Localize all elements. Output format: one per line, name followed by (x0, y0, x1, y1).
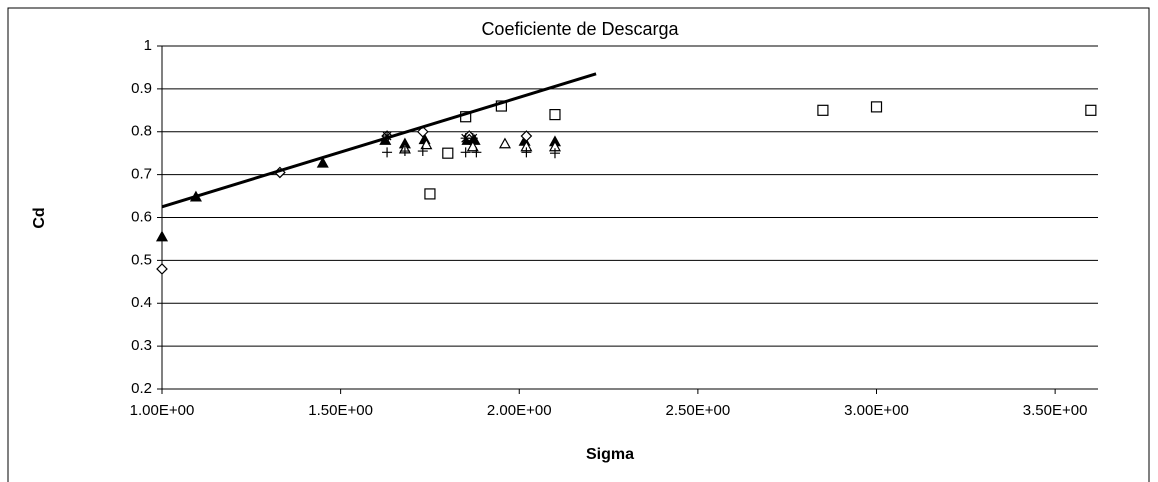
marker (424, 188, 436, 200)
chart-title: Coeficiente de Descarga (481, 19, 679, 39)
marker (549, 148, 560, 159)
x-tick-label: 3.50E+00 (1023, 402, 1088, 419)
marker (549, 108, 561, 121)
y-axis-label: Cd (31, 207, 48, 228)
marker (467, 133, 478, 144)
x-tick-label: 1.00E+00 (130, 402, 195, 419)
y-tick-label: 1 (144, 37, 152, 54)
y-tick-label: 0.3 (131, 337, 152, 354)
y-tick-label: 0.6 (131, 208, 152, 225)
marker (155, 230, 169, 242)
y-tick-label: 0.4 (131, 294, 152, 311)
y-tick-label: 0.7 (131, 166, 152, 183)
marker (870, 101, 883, 113)
marker (316, 156, 329, 168)
marker (442, 147, 454, 159)
marker (817, 104, 829, 116)
y-tick-label: 0.2 (131, 380, 152, 397)
marker (1085, 104, 1097, 116)
marker (417, 146, 428, 157)
marker (471, 147, 482, 158)
marker (460, 133, 471, 144)
x-tick-label: 1.50E+00 (308, 402, 373, 419)
marker (382, 131, 393, 142)
x-axis-label: Sigma (586, 446, 634, 463)
marker (420, 138, 433, 150)
x-tick-label: 2.00E+00 (487, 402, 552, 419)
trend-line (161, 72, 597, 209)
marker (466, 140, 479, 152)
marker (495, 100, 507, 112)
marker (498, 137, 511, 149)
x-tick-label: 3.00E+00 (844, 402, 909, 419)
chart-frame (7, 7, 1150, 482)
marker (382, 147, 393, 158)
marker (521, 147, 532, 158)
marker (460, 147, 471, 158)
y-tick-label: 0.9 (131, 80, 152, 97)
marker (399, 146, 410, 157)
marker (156, 263, 168, 275)
y-tick-label: 0.5 (131, 251, 152, 268)
y-tick-label: 0.8 (131, 123, 152, 140)
x-tick-label: 2.50E+00 (666, 402, 731, 419)
